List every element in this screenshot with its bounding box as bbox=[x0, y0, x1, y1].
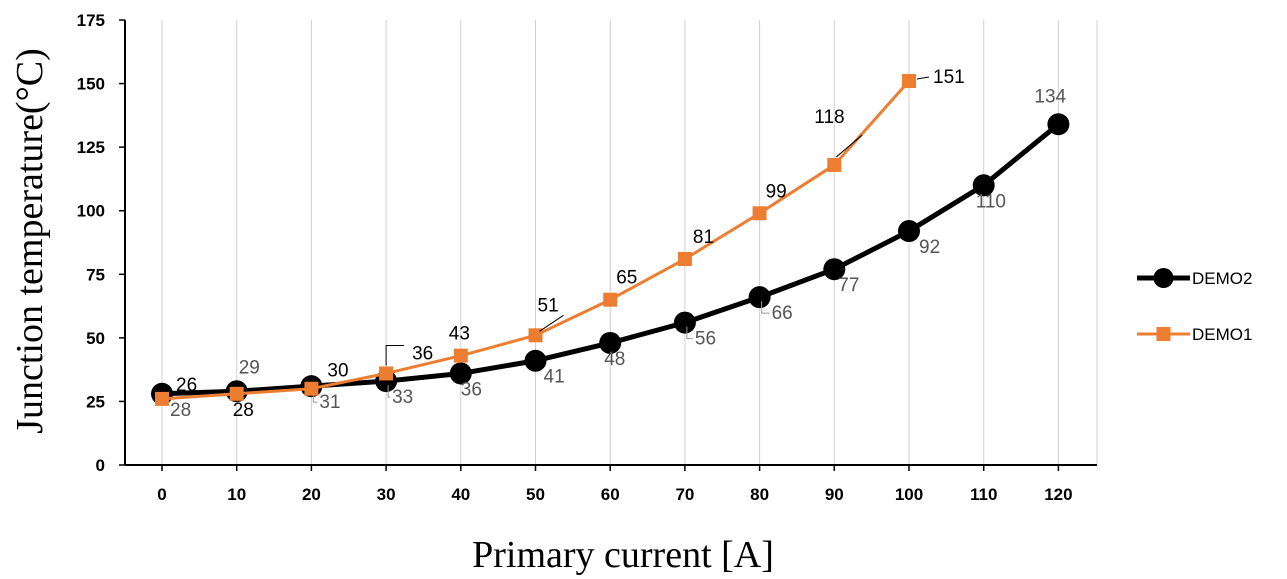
data-label-demo1: 151 bbox=[933, 67, 965, 88]
data-label-demo2: 66 bbox=[772, 303, 793, 324]
x-axis-title: Primary current [A] bbox=[472, 534, 774, 576]
data-label-demo1: 36 bbox=[412, 343, 433, 364]
x-tick-label: 20 bbox=[302, 485, 321, 504]
y-tick-label: 175 bbox=[77, 11, 105, 30]
data-point-demo2 bbox=[898, 220, 920, 243]
data-point-demo2 bbox=[449, 362, 472, 385]
legend-label-demo2: DEMO2 bbox=[1192, 269, 1252, 288]
series-layer bbox=[151, 74, 1070, 406]
data-point-demo1 bbox=[603, 292, 618, 307]
y-tick-label: 75 bbox=[86, 265, 105, 284]
data-point-demo1 bbox=[229, 386, 244, 401]
legend-label-demo1: DEMO1 bbox=[1192, 325, 1252, 344]
data-label-demo2: 28 bbox=[170, 400, 191, 421]
y-tick-label: 100 bbox=[77, 202, 105, 221]
y-tick-label: 150 bbox=[77, 75, 105, 94]
data-point-demo1 bbox=[304, 381, 319, 396]
x-tick-label: 90 bbox=[825, 485, 844, 504]
leader-line bbox=[686, 326, 693, 340]
data-label-demo1: 26 bbox=[176, 375, 197, 396]
data-label-demo1: 65 bbox=[616, 268, 637, 289]
leader-line bbox=[916, 76, 930, 80]
data-label-demo2: 31 bbox=[319, 392, 340, 413]
data-label-demo2: 56 bbox=[695, 329, 716, 350]
legend-marker-demo1 bbox=[1156, 327, 1171, 341]
data-point-demo1 bbox=[902, 74, 916, 89]
x-tick-label: 70 bbox=[675, 485, 694, 504]
y-tick-label: 0 bbox=[96, 456, 105, 475]
x-tick-label: 80 bbox=[750, 485, 769, 504]
y-tick-label: 25 bbox=[86, 392, 105, 411]
data-point-demo2 bbox=[823, 258, 846, 281]
x-tick-label: 40 bbox=[451, 485, 470, 504]
data-point-demo2 bbox=[673, 311, 696, 334]
data-label-demo1: 51 bbox=[538, 295, 559, 316]
data-label-demo2: 36 bbox=[461, 379, 482, 400]
data-point-demo1 bbox=[453, 348, 468, 363]
data-label-demo2: 110 bbox=[976, 191, 1006, 212]
data-label-demo1: 81 bbox=[693, 227, 714, 248]
data-point-demo1 bbox=[379, 366, 394, 381]
data-point-demo1 bbox=[677, 252, 692, 267]
data-labels-layer: 28 29 31 33 36 41 48 56 66 77 92 110 134 26 28 30 36 43 51… bbox=[170, 67, 1067, 421]
leader-line bbox=[835, 134, 863, 158]
data-point-demo2 bbox=[748, 286, 771, 309]
data-point-demo2 bbox=[524, 349, 547, 372]
leader-line bbox=[387, 385, 391, 398]
leader-line bbox=[385, 344, 405, 366]
x-tick-label: 100 bbox=[895, 485, 923, 504]
leader-line bbox=[761, 301, 770, 314]
data-point-demo1 bbox=[827, 157, 842, 172]
data-label-demo2: 92 bbox=[919, 237, 940, 258]
data-point-demo1 bbox=[528, 328, 543, 343]
vertical-gridlines bbox=[161, 20, 1098, 465]
data-label-demo2: 134 bbox=[1034, 86, 1066, 107]
leader-line bbox=[539, 314, 564, 332]
y-tick-labels: 0 25 50 75 100 125 150 175 bbox=[77, 11, 105, 475]
x-tick-label: 120 bbox=[1044, 485, 1072, 504]
leader-line bbox=[312, 390, 318, 403]
data-point-demo2 bbox=[972, 174, 995, 197]
data-label-demo2: 41 bbox=[544, 367, 565, 388]
legend: DEMO2 DEMO1 bbox=[1137, 268, 1252, 344]
x-tick-label: 50 bbox=[526, 485, 545, 504]
x-tick-label: 10 bbox=[227, 485, 246, 504]
x-tick-label: 0 bbox=[157, 485, 166, 504]
y-tick-label: 50 bbox=[86, 329, 105, 348]
data-point-demo2 bbox=[599, 331, 622, 354]
y-axis-title: Junction temperature(°C) bbox=[9, 48, 51, 434]
data-label-demo1: 30 bbox=[327, 361, 348, 382]
x-tick-labels: 0 10 20 30 40 50 60 70 80 90 100 110 120 bbox=[157, 485, 1072, 504]
legend-marker-demo2 bbox=[1153, 268, 1174, 288]
data-label-demo2: 33 bbox=[392, 387, 413, 408]
data-point-demo1 bbox=[155, 391, 169, 406]
data-label-demo2: 29 bbox=[239, 357, 260, 378]
axes bbox=[119, 19, 1097, 471]
data-point-demo1 bbox=[752, 206, 767, 221]
x-tick-label: 110 bbox=[970, 485, 997, 504]
data-label-demo2: 48 bbox=[604, 349, 625, 370]
data-label-demo1: 28 bbox=[233, 400, 254, 421]
data-label-demo2: 77 bbox=[838, 275, 859, 296]
data-label-demo1: 99 bbox=[766, 181, 787, 202]
data-point-demo2 bbox=[1047, 113, 1070, 136]
x-tick-label: 60 bbox=[601, 485, 620, 504]
data-label-demo1: 43 bbox=[449, 324, 470, 345]
y-tick-label: 125 bbox=[77, 138, 105, 157]
data-label-demo1: 118 bbox=[814, 107, 844, 128]
x-tick-label: 30 bbox=[377, 485, 396, 504]
